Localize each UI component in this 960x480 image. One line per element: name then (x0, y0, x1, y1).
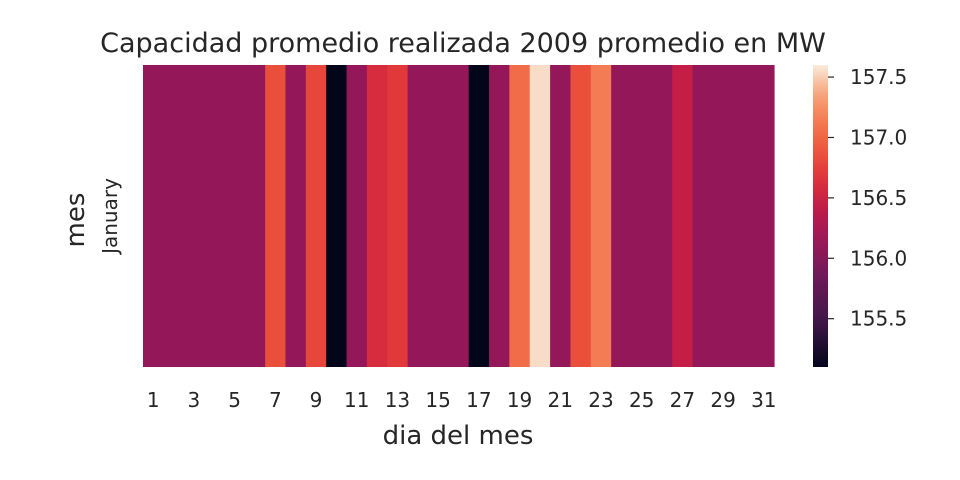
heatmap-cell (204, 65, 226, 367)
heatmap-cells (143, 65, 775, 367)
y-tick-label: January (98, 178, 122, 256)
heatmap-cell (407, 65, 429, 367)
colorbar (813, 65, 828, 367)
heatmap-cell (733, 65, 755, 367)
heatmap-cell (366, 65, 388, 367)
heatmap-cell (285, 65, 307, 367)
colorbar-tick-label: 156.5 (850, 186, 907, 210)
x-tick-label: 23 (588, 388, 613, 412)
heatmap-cell (631, 65, 653, 367)
x-tick-label: 3 (188, 388, 201, 412)
x-tick-label: 1 (147, 388, 160, 412)
heatmap-cell (692, 65, 714, 367)
x-tick-label: 19 (507, 388, 532, 412)
heatmap-cell (143, 65, 164, 367)
y-axis-ticks: January (98, 178, 122, 256)
heatmap-cell (265, 65, 287, 367)
heatmap-cell (224, 65, 246, 367)
heatmap-cell (244, 65, 266, 367)
heatmap-cell (448, 65, 470, 367)
x-tick-label: 17 (466, 388, 491, 412)
y-axis-label: mes (61, 193, 91, 248)
heatmap-cell (163, 65, 185, 367)
heatmap-cell (651, 65, 673, 367)
heatmap-cell (509, 65, 531, 367)
x-tick-label: 15 (425, 388, 450, 412)
x-axis-ticks: 1 3 5 7 9 11 13 15 17 19 21 23 25 27 29 31 (147, 388, 777, 412)
heatmap-cell (387, 65, 409, 367)
x-tick-label: 13 (385, 388, 410, 412)
x-tick-label: 9 (310, 388, 323, 412)
colorbar-tick-label: 157.5 (850, 65, 907, 89)
heatmap-cell (712, 65, 734, 367)
colorbar-tick-label: 156.0 (850, 246, 907, 270)
heatmap-cell (489, 65, 510, 367)
heatmap-cell (183, 65, 205, 367)
chart-title: Capacidad promedio realizada 2009 promed… (100, 28, 826, 59)
x-tick-label: 25 (629, 388, 654, 412)
heatmap-cell (468, 65, 490, 367)
heatmap-cell (346, 65, 368, 367)
heatmap-cell (326, 65, 348, 367)
colorbar-tick-label: 157.0 (850, 125, 907, 149)
heatmap-cell (611, 65, 633, 367)
x-tick-label: 21 (548, 388, 573, 412)
heatmap-cell (427, 65, 449, 367)
x-tick-label: 27 (670, 388, 695, 412)
colorbar-tick-label: 155.5 (850, 307, 907, 331)
heatmap-cell (305, 65, 327, 367)
heatmap-cell (753, 65, 775, 367)
heatmap-cell (590, 65, 612, 367)
x-tick-label: 5 (228, 388, 241, 412)
x-tick-label: 31 (751, 388, 776, 412)
heatmap-cell (672, 65, 694, 367)
x-tick-label: 29 (710, 388, 735, 412)
x-axis-label: dia del mes (383, 421, 534, 451)
x-tick-label: 7 (269, 388, 282, 412)
heatmap-cell (529, 65, 551, 367)
colorbar-ticks: 155.5 156.0 156.5 157.0 157.5 (828, 65, 907, 331)
x-tick-label: 11 (344, 388, 369, 412)
heatmap-cell (550, 65, 572, 367)
heatmap-cell (570, 65, 592, 367)
